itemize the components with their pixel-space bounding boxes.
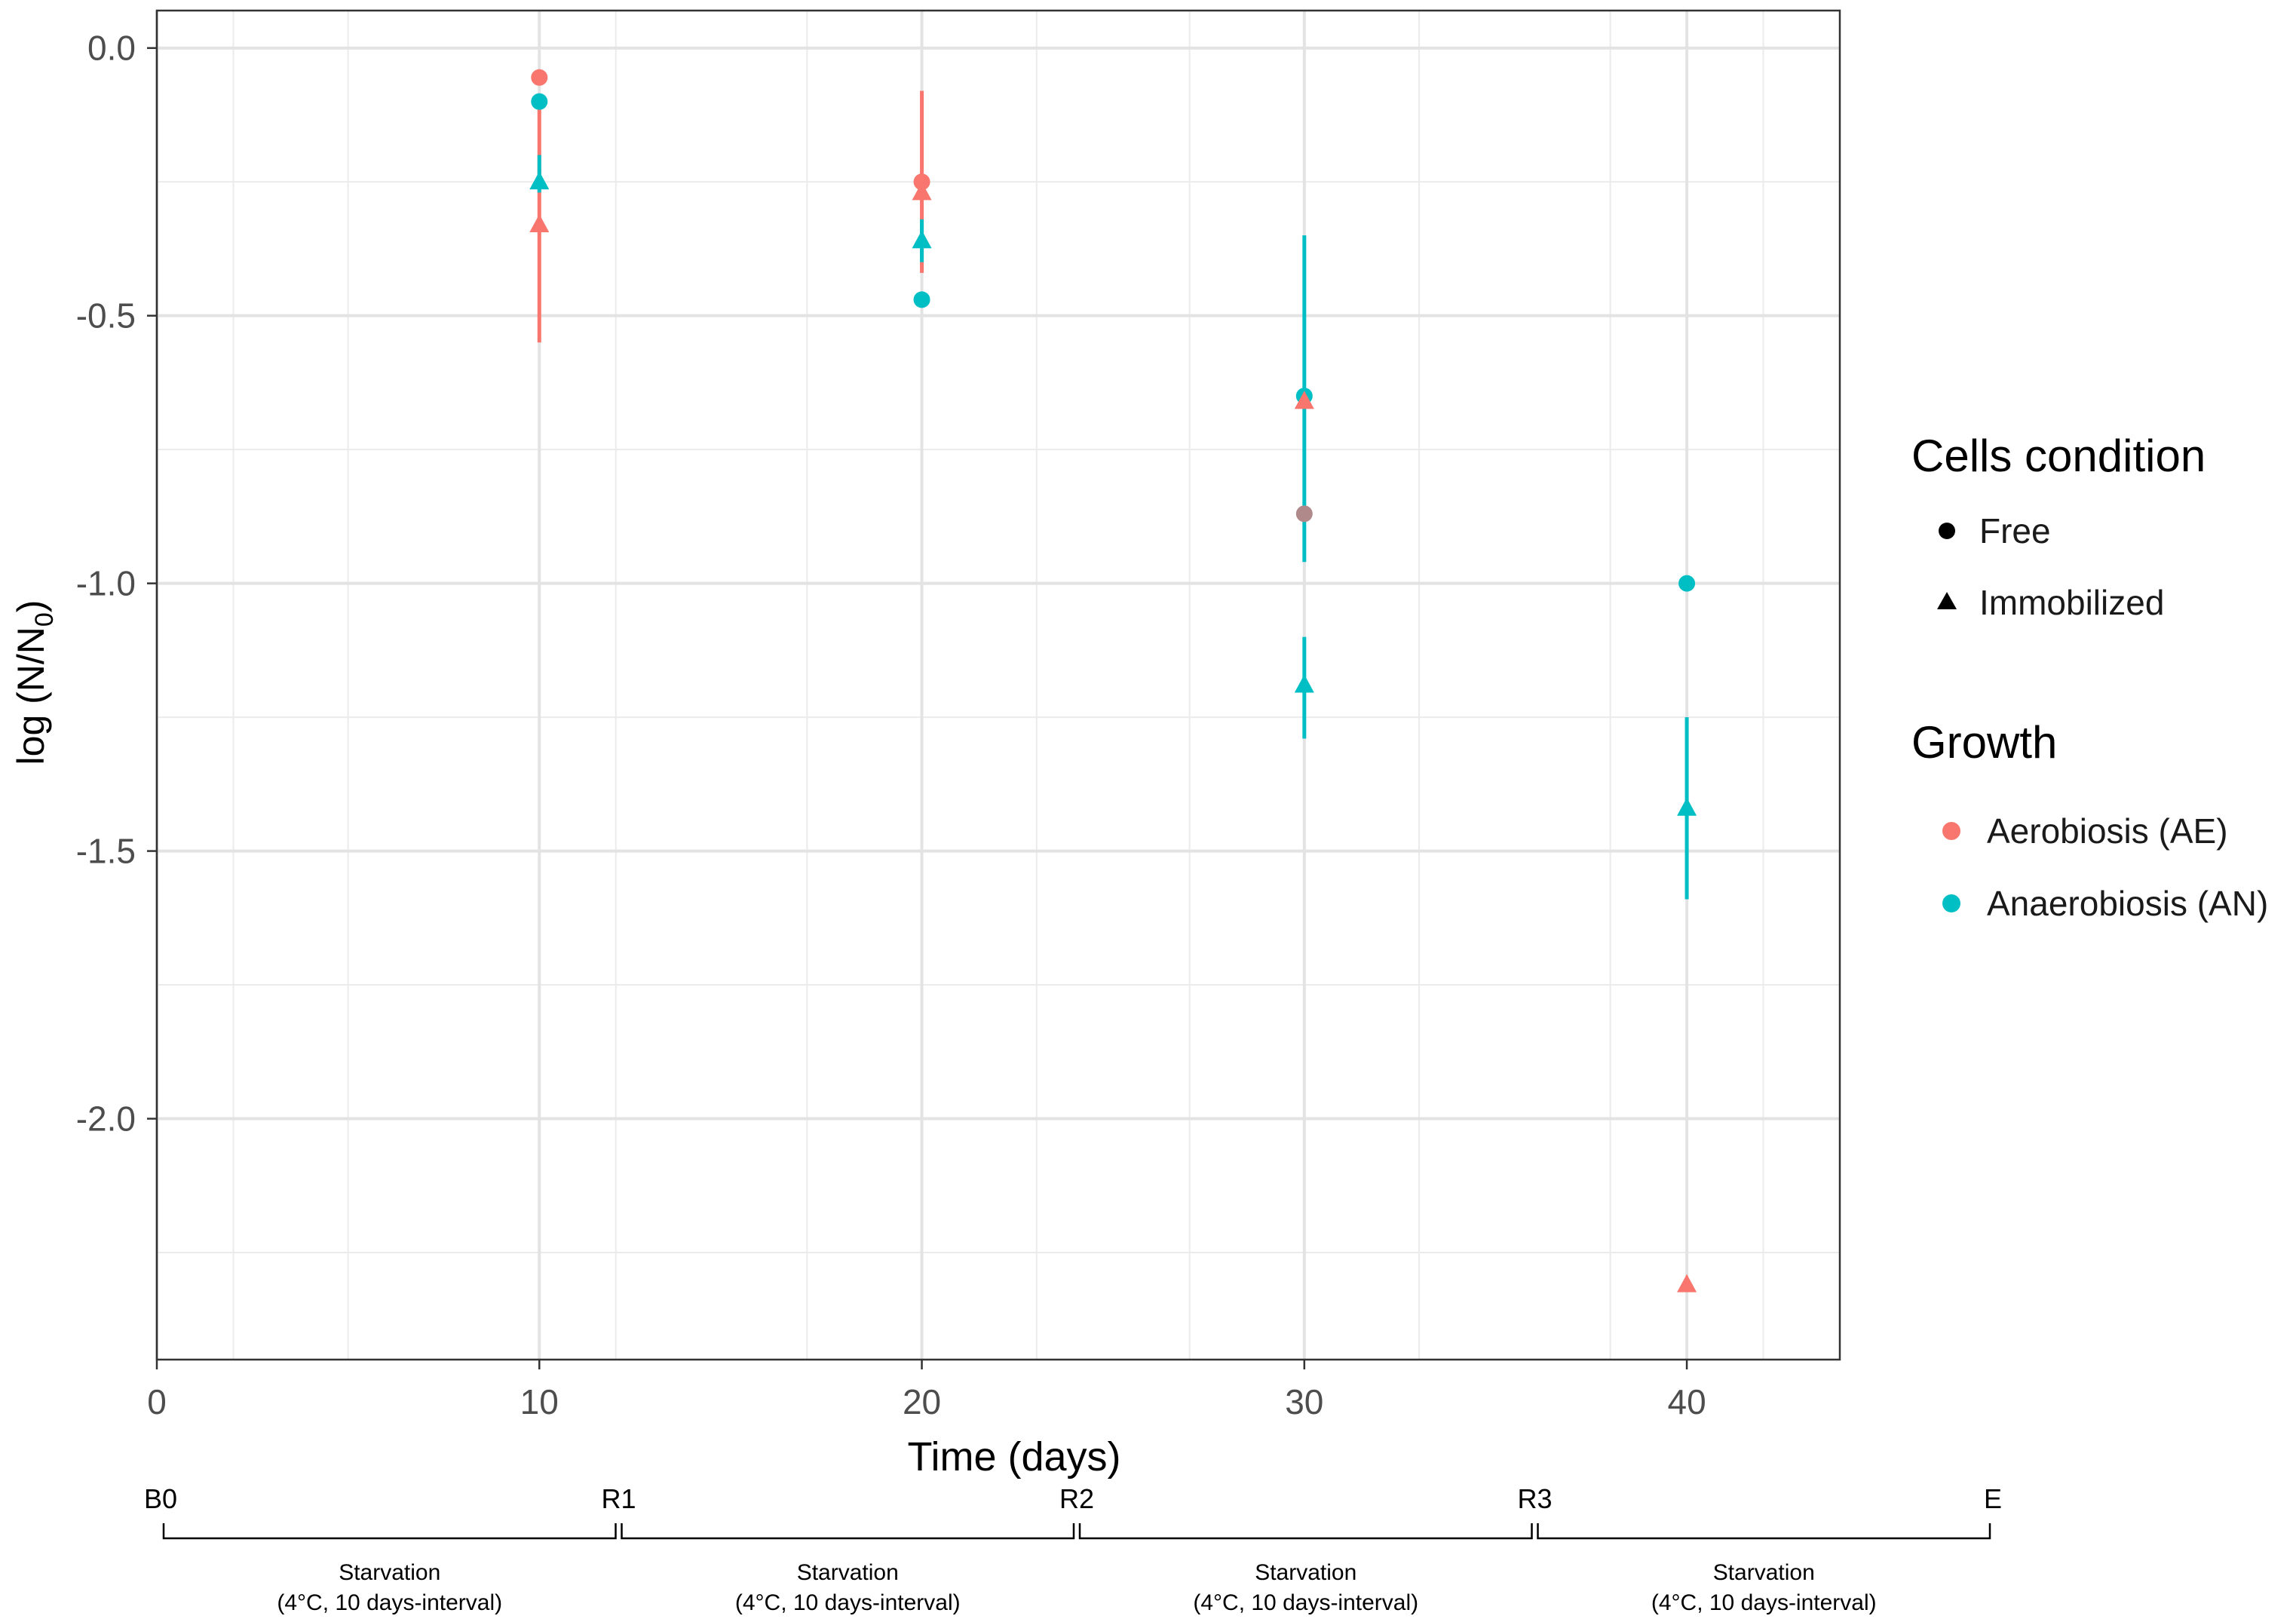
timeline-marker-label: E (1984, 1483, 2002, 1514)
axis-layer: 0 10 20 30 40 0.0 -0.5 -1.0 -1.5 -2.0 (76, 29, 1706, 1421)
data-point-triangle (529, 171, 550, 190)
x-axis-title: Time (days) (907, 1434, 1120, 1479)
x-tick-label: 20 (903, 1382, 941, 1421)
panel-border (155, 9, 1841, 1361)
legend-cells-title: Cells condition (1911, 431, 2206, 481)
timeline-interval-label: Starvation (339, 1560, 440, 1585)
data-point-circle (913, 291, 930, 308)
timeline-interval-label: Starvation (797, 1560, 899, 1585)
y-axis-title-close: ) (10, 600, 52, 613)
timeline-interval-detail: (4°C, 10 days-interval) (277, 1590, 502, 1615)
data-point-triangle (912, 230, 932, 249)
x-tick-label: 30 (1285, 1382, 1323, 1421)
timeline-bracket (162, 1523, 617, 1540)
legend-an-key (1942, 894, 1960, 912)
legend-an-label: Anaerobiosis (AN) (1987, 884, 2268, 923)
data-point-triangle (1294, 391, 1314, 409)
legend-free-label: Free (1979, 511, 2051, 550)
y-tick-label: -1.5 (76, 832, 136, 871)
legend-growth-title: Growth (1911, 717, 2057, 768)
data-point-triangle (529, 213, 550, 232)
timeline-marker-label: R3 (1517, 1483, 1552, 1514)
data-point-triangle (1677, 797, 1697, 816)
legend-free-key (1939, 523, 1955, 539)
legend: Cells condition Free Immobilized Growth … (1911, 431, 2268, 923)
y-axis-title: log (N/N0) (10, 600, 59, 765)
timeline: B0 R1 R2 R3 E Starvation (4°C, 10 days-interva… (144, 1483, 2002, 1615)
data-point-circle (1295, 505, 1313, 523)
legend-immobilized-key (1937, 592, 1957, 609)
timeline-bracket (1078, 1523, 1533, 1540)
data-point-triangle (1677, 1274, 1697, 1292)
y-tick-label: -1.0 (76, 564, 136, 603)
legend-immobilized-label: Immobilized (1979, 583, 2164, 622)
timeline-bracket (621, 1523, 1075, 1540)
x-tick-label: 10 (520, 1382, 559, 1421)
y-axis-title-main: log (N/N (10, 627, 52, 765)
y-tick-label: 0.0 (87, 29, 136, 68)
timeline-interval-detail: (4°C, 10 days-interval) (1193, 1590, 1418, 1615)
timeline-interval-label: Starvation (1713, 1560, 1815, 1585)
legend-ae-label: Aerobiosis (AE) (1987, 811, 2228, 851)
timeline-interval-detail: (4°C, 10 days-interval) (1651, 1590, 1877, 1615)
timeline-bracket (1537, 1523, 1991, 1540)
data-point-circle (531, 69, 548, 86)
y-tick-label: -2.0 (76, 1099, 136, 1139)
x-tick-label: 40 (1668, 1382, 1706, 1421)
y-axis-title-subscript: 0 (30, 612, 59, 627)
x-tick-label: 0 (147, 1382, 167, 1421)
timeline-interval-label: Starvation (1255, 1560, 1356, 1585)
timeline-marker-label: R2 (1059, 1483, 1094, 1514)
legend-ae-key (1942, 822, 1960, 840)
timeline-marker-label: B0 (144, 1483, 177, 1514)
y-tick-label: -0.5 (76, 296, 136, 336)
data-point-circle (531, 93, 548, 110)
data-point-triangle (912, 182, 932, 201)
data-point-circle (913, 173, 930, 191)
timeline-marker-label: R1 (601, 1483, 636, 1514)
point-layer (529, 69, 1697, 1292)
data-point-circle (1678, 575, 1696, 592)
data-point-triangle (1294, 674, 1314, 693)
timeline-interval-detail: (4°C, 10 days-interval) (735, 1590, 961, 1615)
